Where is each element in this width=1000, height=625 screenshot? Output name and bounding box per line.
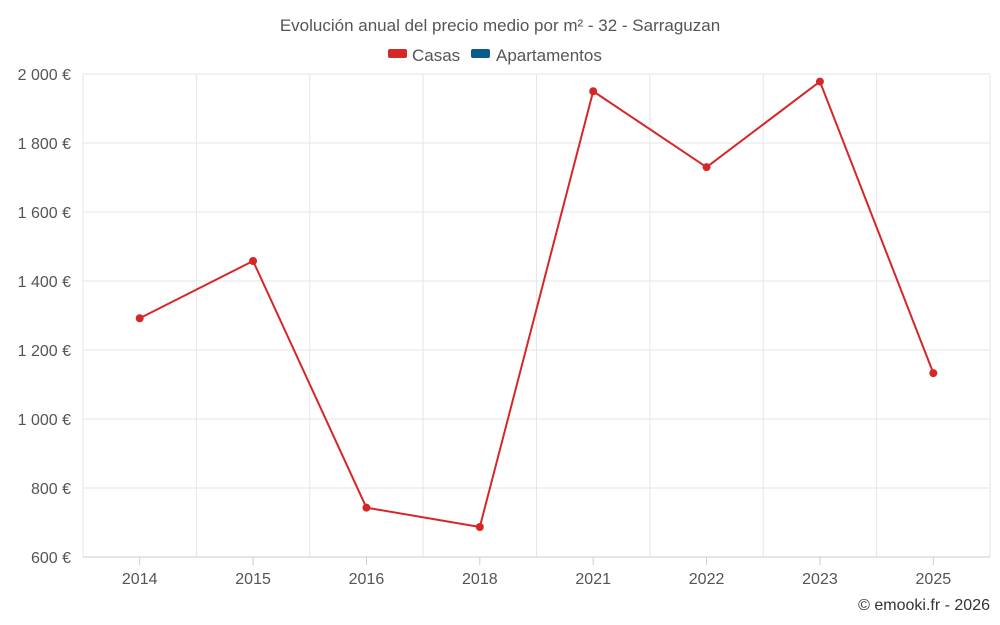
- x-tick-label: 2014: [122, 571, 158, 588]
- legend-label-apartamentos: Apartamentos: [496, 46, 602, 65]
- y-tick-label: 2 000 €: [18, 67, 71, 84]
- legend-swatch-apartamentos: [471, 49, 490, 58]
- legend-item-apartamentos[interactable]: Apartamentos: [471, 46, 602, 65]
- x-tick-label: 2025: [916, 571, 952, 588]
- x-tick-label: 2018: [462, 571, 498, 588]
- y-tick-label: 1 200 €: [18, 343, 71, 360]
- data-point[interactable]: [249, 256, 258, 265]
- legend-swatch-casas: [388, 49, 407, 58]
- data-point[interactable]: [929, 369, 938, 378]
- y-axis-labels: 600 € 800 € 1 000 € 1 200 € 1 400 € 1 600 € 1 …: [18, 67, 71, 567]
- data-point[interactable]: [475, 522, 484, 531]
- y-tick-label: 800 €: [31, 481, 71, 498]
- x-tick-label: 2023: [802, 571, 838, 588]
- chart-title: Evolución anual del precio medio por m² …: [280, 16, 720, 35]
- legend-item-casas[interactable]: Casas: [388, 46, 460, 65]
- series-line: [139, 80, 935, 528]
- x-tick-label: 2016: [349, 571, 385, 588]
- x-tick-label: 2022: [689, 571, 725, 588]
- y-tick-label: 1 000 €: [18, 412, 71, 429]
- data-point[interactable]: [589, 87, 598, 96]
- y-tick-label: 1 600 €: [18, 205, 71, 222]
- x-gridlines: [82, 74, 991, 557]
- data-point[interactable]: [815, 77, 824, 86]
- data-point[interactable]: [702, 163, 711, 172]
- x-tick-label: 2015: [235, 571, 271, 588]
- x-axis-ticks: [139, 557, 934, 565]
- y-tick-label: 1 400 €: [18, 274, 71, 291]
- data-point[interactable]: [135, 314, 144, 323]
- legend: Casas Apartamentos: [388, 46, 602, 65]
- y-tick-label: 1 800 €: [18, 136, 71, 153]
- y-tick-label: 600 €: [31, 550, 71, 567]
- credit-text: © emooki.fr - 2026: [858, 597, 990, 614]
- data-point[interactable]: [362, 503, 371, 512]
- x-tick-label: 2021: [575, 571, 611, 588]
- x-axis-labels: 2014 2015 2016 2018 2021 2022 2023 2025: [122, 571, 951, 588]
- series-casas: [135, 77, 938, 531]
- legend-label-casas: Casas: [412, 46, 460, 65]
